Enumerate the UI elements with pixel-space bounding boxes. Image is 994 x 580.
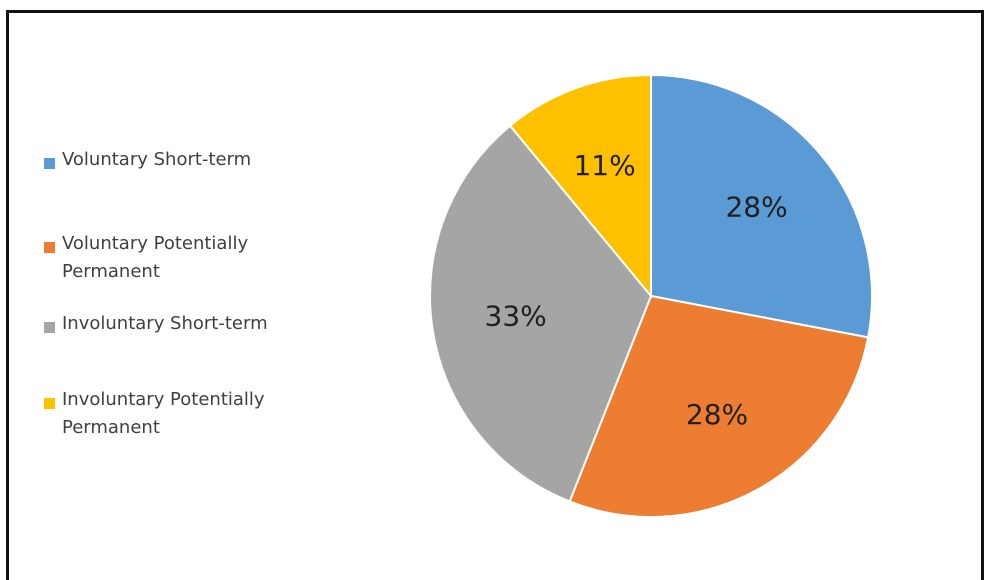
legend-item-voluntary-short-term: Voluntary Short-term — [44, 149, 324, 174]
legend-label: Involuntary Potentially Permanent — [62, 389, 265, 438]
legend-item-involuntary-potentially-permanent: Involuntary Potentially Permanent — [44, 389, 324, 442]
data-label-involuntary-short-term: 33% — [485, 299, 547, 332]
pie-slice-involuntary-short-term — [429, 124, 653, 503]
data-label-involuntary-potentially-permanent: 11% — [573, 149, 635, 182]
pie-slice-voluntary-short-term — [650, 73, 873, 339]
legend-label: Involuntary Short-term — [62, 313, 268, 334]
legend-swatch-involuntary-potentially-permanent — [44, 398, 55, 409]
legend-label: Voluntary Potentially Permanent — [62, 233, 249, 282]
legend-swatch-involuntary-short-term — [44, 322, 55, 333]
data-label-voluntary-potentially-permanent: 28% — [686, 398, 748, 431]
pie-slice-involuntary-potentially-permanent — [508, 73, 652, 299]
pie-slice-voluntary-potentially-permanent — [568, 294, 870, 518]
legend-item-involuntary-short-term: Involuntary Short-term — [44, 313, 324, 338]
data-label-voluntary-short-term: 28% — [725, 191, 787, 224]
legend-item-voluntary-potentially-permanent: Voluntary Potentially Permanent — [44, 233, 324, 286]
legend-swatch-voluntary-short-term — [44, 158, 55, 169]
legend-label: Voluntary Short-term — [62, 149, 252, 170]
legend-swatch-voluntary-potentially-permanent — [44, 242, 55, 253]
